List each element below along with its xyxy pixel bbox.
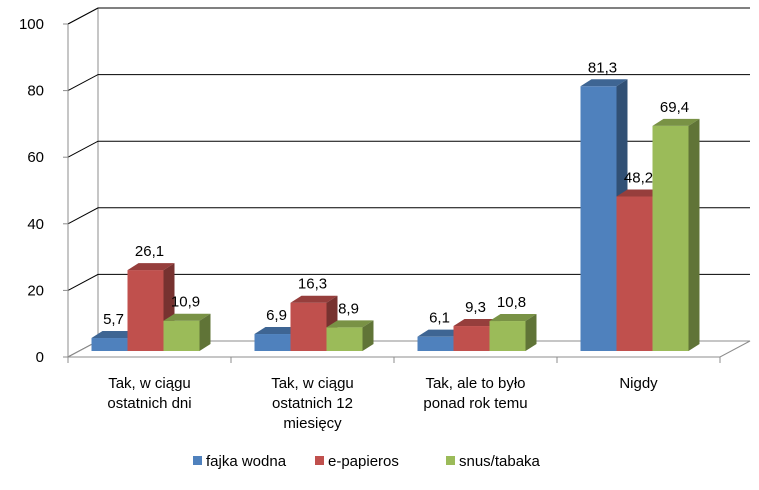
y-tick-label: 0	[36, 349, 44, 366]
x-tick-label-line: Tak, w ciągu	[271, 375, 354, 392]
bar-top	[254, 327, 302, 335]
legend-swatch	[193, 456, 202, 465]
x-tick-label: Tak, w ciągu ostatnich 12 miesięcy	[271, 375, 354, 432]
side-wall-edge	[67, 7, 99, 357]
bar-snus-tabaka-0	[163, 320, 200, 351]
bars	[91, 79, 700, 352]
bar-side	[362, 320, 374, 351]
chart-walls	[67, 7, 99, 357]
data-label: 10,8	[497, 294, 526, 311]
gridline-60	[67, 140, 750, 158]
data-label: 10,9	[171, 294, 200, 311]
y-tick-label: 80	[27, 83, 44, 100]
bar-e-papieros-3	[616, 196, 653, 351]
data-label: 48,2	[624, 169, 653, 186]
bar-top	[290, 295, 338, 303]
bar-top	[652, 118, 700, 126]
y-tick-label: 40	[27, 216, 44, 233]
bar-side	[525, 314, 537, 351]
data-labels: 5,7 26,1 10,9 6,9 16,3 8,9 6,1 9,3 10,8 81,3 48,2 6…	[103, 59, 689, 328]
x-tick-label-line: Nigdy	[619, 375, 658, 392]
bar-top	[417, 329, 465, 337]
x-tick-label-line: ostatnich dni	[107, 395, 191, 412]
data-label: 69,4	[660, 99, 689, 116]
bar-snus-tabaka-3	[652, 125, 689, 351]
data-label: 5,7	[103, 311, 124, 328]
bar-snus-tabaka-2	[489, 321, 526, 351]
bar-fajka-wodna-3	[580, 86, 617, 352]
data-label: 16,3	[298, 276, 327, 293]
bar-top	[453, 319, 501, 327]
bar-snus-tabaka-1	[326, 327, 363, 351]
legend-label: e-papieros	[328, 453, 399, 470]
gridline-80	[67, 74, 750, 92]
legend: fajka wodna e-papieros snus/tabaka	[193, 453, 541, 470]
y-tick-label: 60	[27, 149, 44, 166]
gridline-40	[67, 207, 750, 225]
bar-top	[127, 263, 175, 271]
legend-label: fajka wodna	[206, 453, 287, 470]
bar-e-papieros-0	[127, 270, 164, 351]
x-tick-label: Tak, w ciągu ostatnich dni	[107, 375, 191, 412]
x-tick-label-line: ponad rok temu	[423, 395, 527, 412]
bar-e-papieros-1	[290, 302, 327, 351]
data-label: 81,3	[588, 59, 617, 76]
bar-top	[91, 331, 139, 339]
bar-side	[199, 313, 211, 351]
bar-fajka-wodna-2	[417, 336, 454, 351]
x-tick-label-line: miesięcy	[283, 415, 342, 432]
bar-top	[489, 314, 537, 322]
x-tick-label-line: ostatnich 12	[272, 395, 353, 412]
bar-e-papieros-2	[453, 326, 490, 351]
gridline-100	[67, 7, 750, 25]
bar-fajka-wodna-1	[254, 334, 291, 351]
data-label: 6,1	[429, 310, 450, 327]
bar-side	[688, 118, 700, 351]
bar-top	[616, 189, 664, 197]
bar-top	[580, 79, 628, 87]
data-label: 9,3	[465, 299, 486, 316]
x-tick-label-line: Tak, w ciągu	[108, 375, 191, 392]
bar-fajka-wodna-0	[91, 338, 128, 351]
x-tick-label: Tak, ale to było ponad rok temu	[423, 375, 527, 412]
legend-label: snus/tabaka	[459, 453, 541, 470]
x-tick-label-line: Tak, ale to było	[425, 375, 525, 392]
y-tick-label: 20	[27, 282, 44, 299]
bar-top	[326, 320, 374, 328]
bar-top	[163, 313, 211, 321]
y-tick-label: 100	[19, 16, 44, 33]
legend-swatch	[315, 456, 324, 465]
legend-swatch	[446, 456, 455, 465]
gridline-20	[67, 273, 750, 291]
data-label: 8,9	[338, 300, 359, 317]
x-tick-label: Nigdy	[619, 375, 658, 392]
data-label: 26,1	[135, 243, 164, 260]
data-label: 6,9	[266, 307, 287, 324]
